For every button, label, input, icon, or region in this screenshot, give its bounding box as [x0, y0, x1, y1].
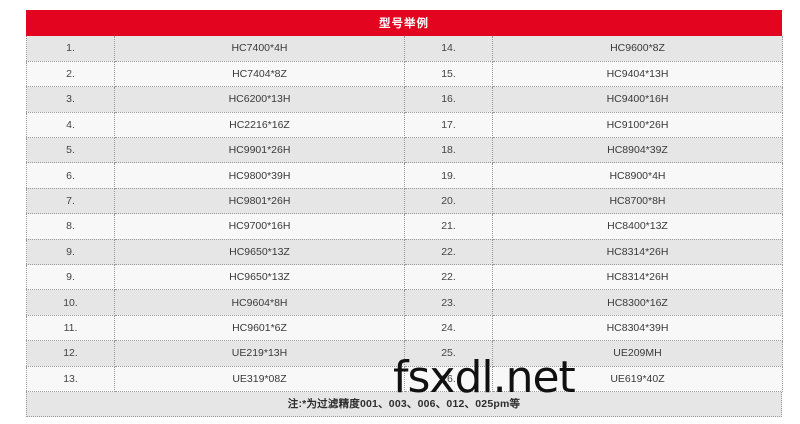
row-model-right: UE209MH — [492, 340, 783, 367]
row-index-right: 17. — [404, 112, 493, 139]
table-row: 9. HC9650*13Z 22. HC8314*26H — [26, 239, 783, 266]
row-model-right: HC9100*26H — [492, 112, 783, 139]
row-index-right: 14. — [404, 36, 493, 62]
row-model-left: HC2216*16Z — [114, 112, 405, 139]
row-model-left: HC9800*39H — [114, 162, 405, 189]
row-index-right: 22. — [404, 239, 493, 266]
row-index-right: 19. — [404, 162, 493, 189]
row-index-right: 15. — [404, 61, 493, 88]
row-model-left: UE219*13H — [114, 340, 405, 367]
table-row: 9. HC9650*13Z 22. HC8314*26H — [26, 264, 783, 291]
table-title: 型号举例 — [26, 10, 782, 36]
row-index-right: 26. — [404, 366, 493, 392]
row-model-right: HC9600*8Z — [492, 36, 783, 62]
row-model-left: HC9601*6Z — [114, 315, 405, 342]
row-index-left: 12. — [26, 340, 115, 367]
row-model-right: HC8314*26H — [492, 239, 783, 266]
row-index-left: 9. — [26, 264, 115, 291]
table-row: 6. HC9800*39H 19. HC8900*4H — [26, 162, 783, 189]
row-index-left: 13. — [26, 366, 115, 392]
row-model-left: HC9901*26H — [114, 137, 405, 164]
table-row: 11. HC9601*6Z 24. HC8304*39H — [26, 315, 783, 342]
row-model-right: HC8304*39H — [492, 315, 783, 342]
table-row: 3. HC6200*13H 16. HC9400*16H — [26, 86, 783, 113]
row-index-left: 5. — [26, 137, 115, 164]
row-model-right: HC8904*39Z — [492, 137, 783, 164]
table-row: 10. HC9604*8H 23. HC8300*16Z — [26, 289, 783, 316]
table-row: 2. HC7404*8Z 15. HC9404*13H — [26, 61, 783, 88]
table-row: 5. HC9901*26H 18. HC8904*39Z — [26, 137, 783, 164]
table-row: 13. UE319*08Z 26. UE619*40Z — [26, 366, 783, 392]
table-row: 12. UE219*13H 25. UE209MH — [26, 340, 783, 367]
table-row: 7. HC9801*26H 20. HC8700*8H — [26, 188, 783, 215]
row-model-right: HC8314*26H — [492, 264, 783, 291]
row-model-right: HC8700*8H — [492, 188, 783, 215]
row-model-right: HC9400*16H — [492, 86, 783, 113]
row-index-left: 7. — [26, 188, 115, 215]
model-examples-table: 型号举例 1. HC7400*4H 14. HC9600*8Z 2. HC7404*8Z 1… — [26, 10, 783, 417]
row-model-right: HC9404*13H — [492, 61, 783, 88]
row-model-left: HC9801*26H — [114, 188, 405, 215]
row-model-left: HC9700*16H — [114, 213, 405, 240]
row-index-right: 16. — [404, 86, 493, 113]
row-index-right: 24. — [404, 315, 493, 342]
table-row: 4. HC2216*16Z 17. HC9100*26H — [26, 112, 783, 139]
row-model-left: HC7404*8Z — [114, 61, 405, 88]
row-model-left: UE319*08Z — [114, 366, 405, 392]
row-index-right: 25. — [404, 340, 493, 367]
row-index-left: 9. — [26, 239, 115, 266]
table-footnote: 注:*为过滤精度001、003、006、012、025pm等 — [26, 391, 782, 417]
row-index-left: 8. — [26, 213, 115, 240]
row-model-right: HC8300*16Z — [492, 289, 783, 316]
table-row: 8. HC9700*16H 21. HC8400*13Z — [26, 213, 783, 240]
row-model-left: HC6200*13H — [114, 86, 405, 113]
row-index-left: 3. — [26, 86, 115, 113]
row-index-right: 23. — [404, 289, 493, 316]
row-model-right: HC8400*13Z — [492, 213, 783, 240]
row-model-left: HC9650*13Z — [114, 239, 405, 266]
row-model-left: HC7400*4H — [114, 36, 405, 62]
row-model-right: UE619*40Z — [492, 366, 783, 392]
row-index-left: 4. — [26, 112, 115, 139]
model-table: 1. HC7400*4H 14. HC9600*8Z 2. HC7404*8Z 15. HC9… — [26, 36, 783, 392]
row-index-right: 18. — [404, 137, 493, 164]
row-index-left: 1. — [26, 36, 115, 62]
row-index-left: 11. — [26, 315, 115, 342]
row-index-right: 22. — [404, 264, 493, 291]
row-index-left: 2. — [26, 61, 115, 88]
row-index-right: 20. — [404, 188, 493, 215]
row-index-left: 10. — [26, 289, 115, 316]
row-model-left: HC9650*13Z — [114, 264, 405, 291]
row-index-left: 6. — [26, 162, 115, 189]
row-model-left: HC9604*8H — [114, 289, 405, 316]
row-model-right: HC8900*4H — [492, 162, 783, 189]
row-index-right: 21. — [404, 213, 493, 240]
table-row: 1. HC7400*4H 14. HC9600*8Z — [26, 36, 783, 62]
